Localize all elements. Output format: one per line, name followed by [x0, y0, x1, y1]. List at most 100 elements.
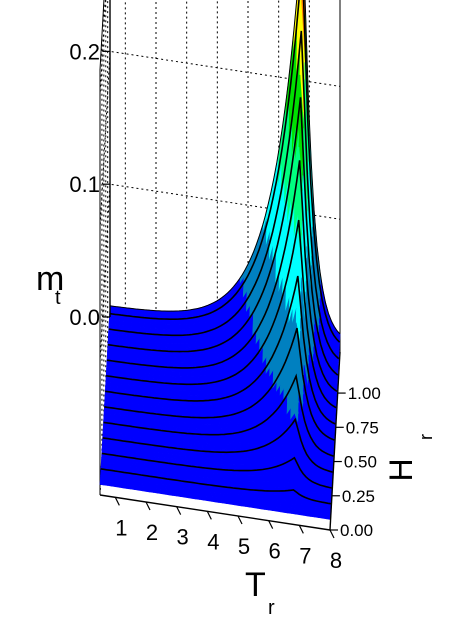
surface-cell [122, 347, 128, 354]
surface-cell [126, 416, 132, 422]
surface-cell [182, 450, 188, 457]
surface-curve [106, 160, 338, 393]
surface-cell [198, 438, 204, 445]
surface-cell [111, 337, 117, 343]
surface-cell [214, 496, 220, 503]
surface-cell [268, 493, 274, 501]
surface-curve [109, 0, 341, 343]
surface-cell [132, 380, 138, 387]
surface-cell [246, 475, 252, 482]
surface-cell [147, 387, 153, 393]
surface-cell [287, 493, 293, 502]
surface-cell [128, 443, 134, 450]
surface-cell [149, 414, 155, 421]
surface-cell [238, 490, 243, 497]
surface-cell [153, 337, 159, 344]
surface-cell [133, 349, 139, 355]
surface-cell [179, 427, 185, 434]
surface-cell [119, 397, 125, 403]
surface-cell [216, 458, 222, 465]
y-tick-label: 0.25 [342, 487, 375, 506]
surface-cell [167, 370, 173, 377]
surface-cell [125, 433, 131, 440]
surface-cell [228, 454, 234, 461]
x-tick-label: 1 [115, 515, 127, 540]
surface-cell [123, 402, 129, 408]
surface-cell [221, 443, 227, 450]
surface-cell [149, 350, 155, 357]
surface-cell [175, 426, 181, 433]
surface-cell [230, 489, 236, 496]
surface-cell [106, 363, 111, 370]
surface-cell [121, 356, 127, 363]
surface-cell [114, 351, 120, 357]
surface-cell [152, 433, 158, 439]
surface-cell [136, 367, 142, 374]
surface-ridge-edge [109, 0, 341, 335]
surface-cell [268, 504, 274, 511]
surface-cell [177, 394, 183, 401]
surface-cell [118, 347, 124, 353]
surface-cell [182, 385, 187, 391]
surface-cell [151, 387, 156, 394]
surface-cell [122, 352, 128, 358]
surface-cell [226, 489, 232, 496]
surface-cell [113, 445, 118, 452]
surface-cell [203, 495, 208, 502]
surface-cell [213, 443, 219, 450]
surface-cell [190, 451, 195, 458]
surface-cell [120, 315, 126, 322]
surface-cell [191, 356, 197, 363]
surface-cell [210, 423, 216, 430]
surface-cell [130, 339, 136, 346]
surface-cell [172, 357, 177, 363]
surface-cell [127, 461, 133, 468]
surface-cell [211, 408, 217, 415]
surface-cell [137, 431, 142, 437]
surface-cell [194, 442, 200, 449]
surface-cell [114, 481, 120, 488]
surface-cell [107, 413, 113, 419]
surface-cell [201, 452, 207, 459]
surface-cell [209, 453, 215, 460]
surface-cell [162, 452, 168, 459]
surface-cell [161, 402, 167, 409]
surface-cell [169, 324, 175, 331]
surface-cell [152, 360, 158, 366]
surface-cell [224, 454, 230, 461]
surface-cell [130, 403, 136, 409]
surface-cell [171, 361, 177, 368]
surface-cell [162, 393, 168, 399]
surface-cell [173, 394, 179, 400]
surface-cell [165, 471, 171, 478]
surface-cell [179, 441, 184, 447]
surface-cell [291, 501, 297, 510]
surface-cell [123, 334, 129, 340]
surface-cell [172, 490, 178, 497]
surface-cell [275, 505, 281, 513]
surface-cell [160, 356, 166, 363]
surface-cell [170, 449, 176, 456]
surface-cell [201, 374, 207, 382]
x-tick [176, 506, 182, 515]
surface-cell [168, 356, 174, 363]
surface-cell [180, 487, 186, 494]
surface-cell [137, 417, 143, 424]
surface-cell [291, 507, 297, 515]
surface-cell [131, 326, 137, 332]
surface-cell [229, 437, 234, 445]
surface-cell [194, 361, 200, 368]
surface-cell [251, 451, 257, 459]
surface-cell [145, 414, 151, 420]
surface-cell [265, 474, 271, 482]
surface-cell [185, 455, 191, 462]
surface-cell [222, 498, 228, 504]
surface-cell [139, 390, 145, 397]
surface-cell [162, 388, 168, 395]
surface-cell [113, 432, 119, 438]
surface-cell [219, 407, 224, 415]
surface-cell [258, 475, 263, 483]
surface-cell [117, 428, 123, 435]
surface-cell [181, 324, 187, 330]
surface-cell [242, 480, 248, 488]
